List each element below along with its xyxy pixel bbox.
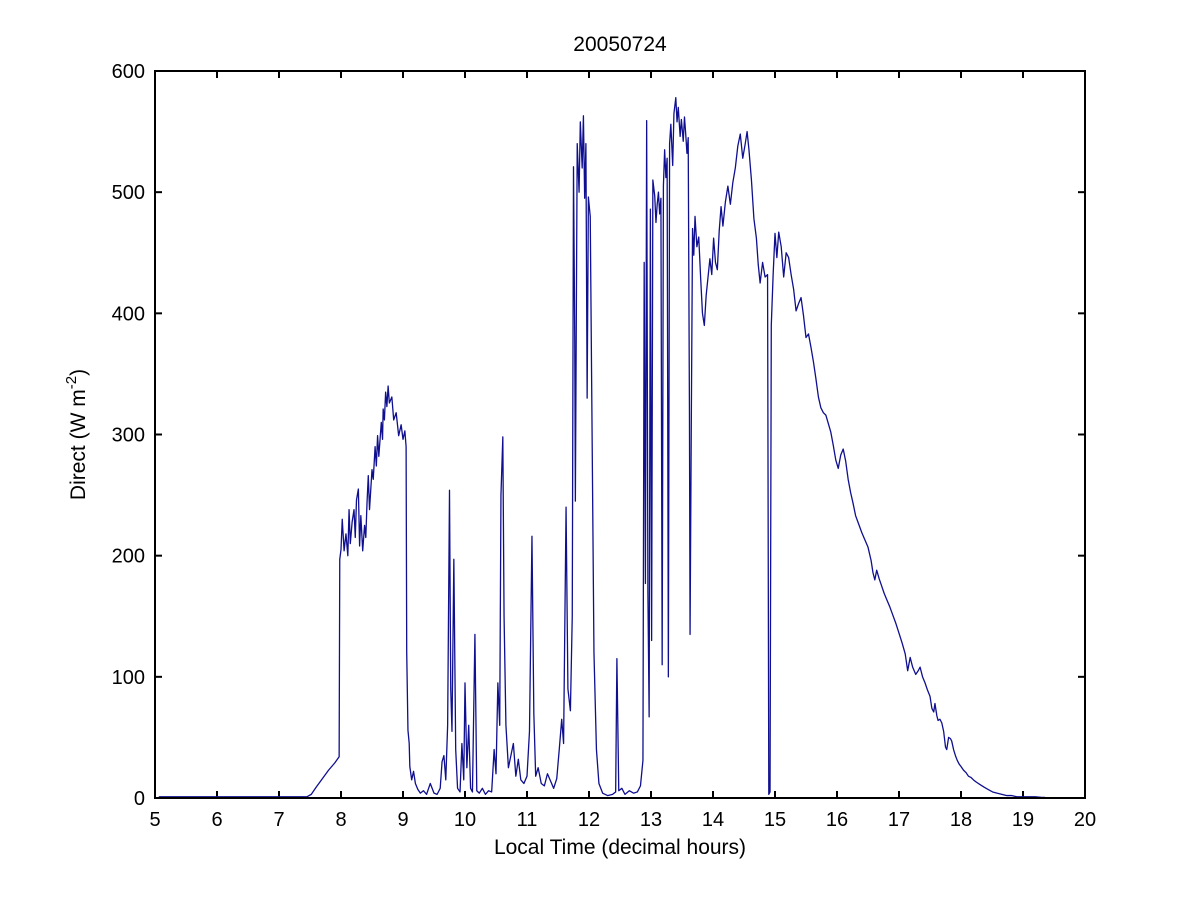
- x-axis-label: Local Time (decimal hours): [494, 836, 746, 859]
- y-tick-label: 400: [112, 303, 145, 325]
- plot-area: [155, 71, 1085, 798]
- x-tick-label: 9: [397, 809, 408, 831]
- x-tick-label: 12: [578, 809, 600, 831]
- x-tick-label: 19: [1012, 809, 1034, 831]
- x-tick-label: 11: [517, 809, 538, 831]
- x-tick-label: 13: [640, 809, 662, 831]
- x-tick-label: 15: [764, 809, 786, 831]
- x-tick-label: 7: [273, 809, 284, 831]
- data-series-line: [158, 97, 1046, 799]
- y-tick-label: 300: [112, 425, 145, 447]
- x-tick-label: 20: [1074, 809, 1096, 831]
- y-tick-label: 200: [112, 546, 145, 568]
- y-tick-label: 600: [112, 61, 145, 83]
- axis-ticks: [154, 70, 1086, 799]
- x-tick-label: 6: [211, 809, 222, 831]
- x-tick-label: 16: [826, 809, 848, 831]
- x-tick-label: 8: [335, 809, 346, 831]
- y-tick-label: 0: [134, 788, 145, 810]
- x-tick-label: 5: [149, 809, 160, 831]
- y-tick-label: 100: [112, 667, 145, 689]
- y-axis-tick-labels: 0 100 200 300 400 500 600: [112, 61, 145, 810]
- x-tick-label: 10: [454, 809, 476, 831]
- x-tick-label: 14: [702, 809, 724, 831]
- y-axis-label: Direct (W m-2): [63, 369, 90, 500]
- plot-border: [154, 70, 1086, 799]
- x-tick-label: 17: [888, 809, 910, 831]
- x-axis-tick-labels: 5 6 7 8 9 10 11 12 13 14 15 16 17 18 19 20: [149, 809, 1096, 831]
- y-tick-label: 500: [112, 182, 145, 204]
- chart-title: 20050724: [573, 33, 667, 56]
- x-tick-label: 18: [950, 809, 972, 831]
